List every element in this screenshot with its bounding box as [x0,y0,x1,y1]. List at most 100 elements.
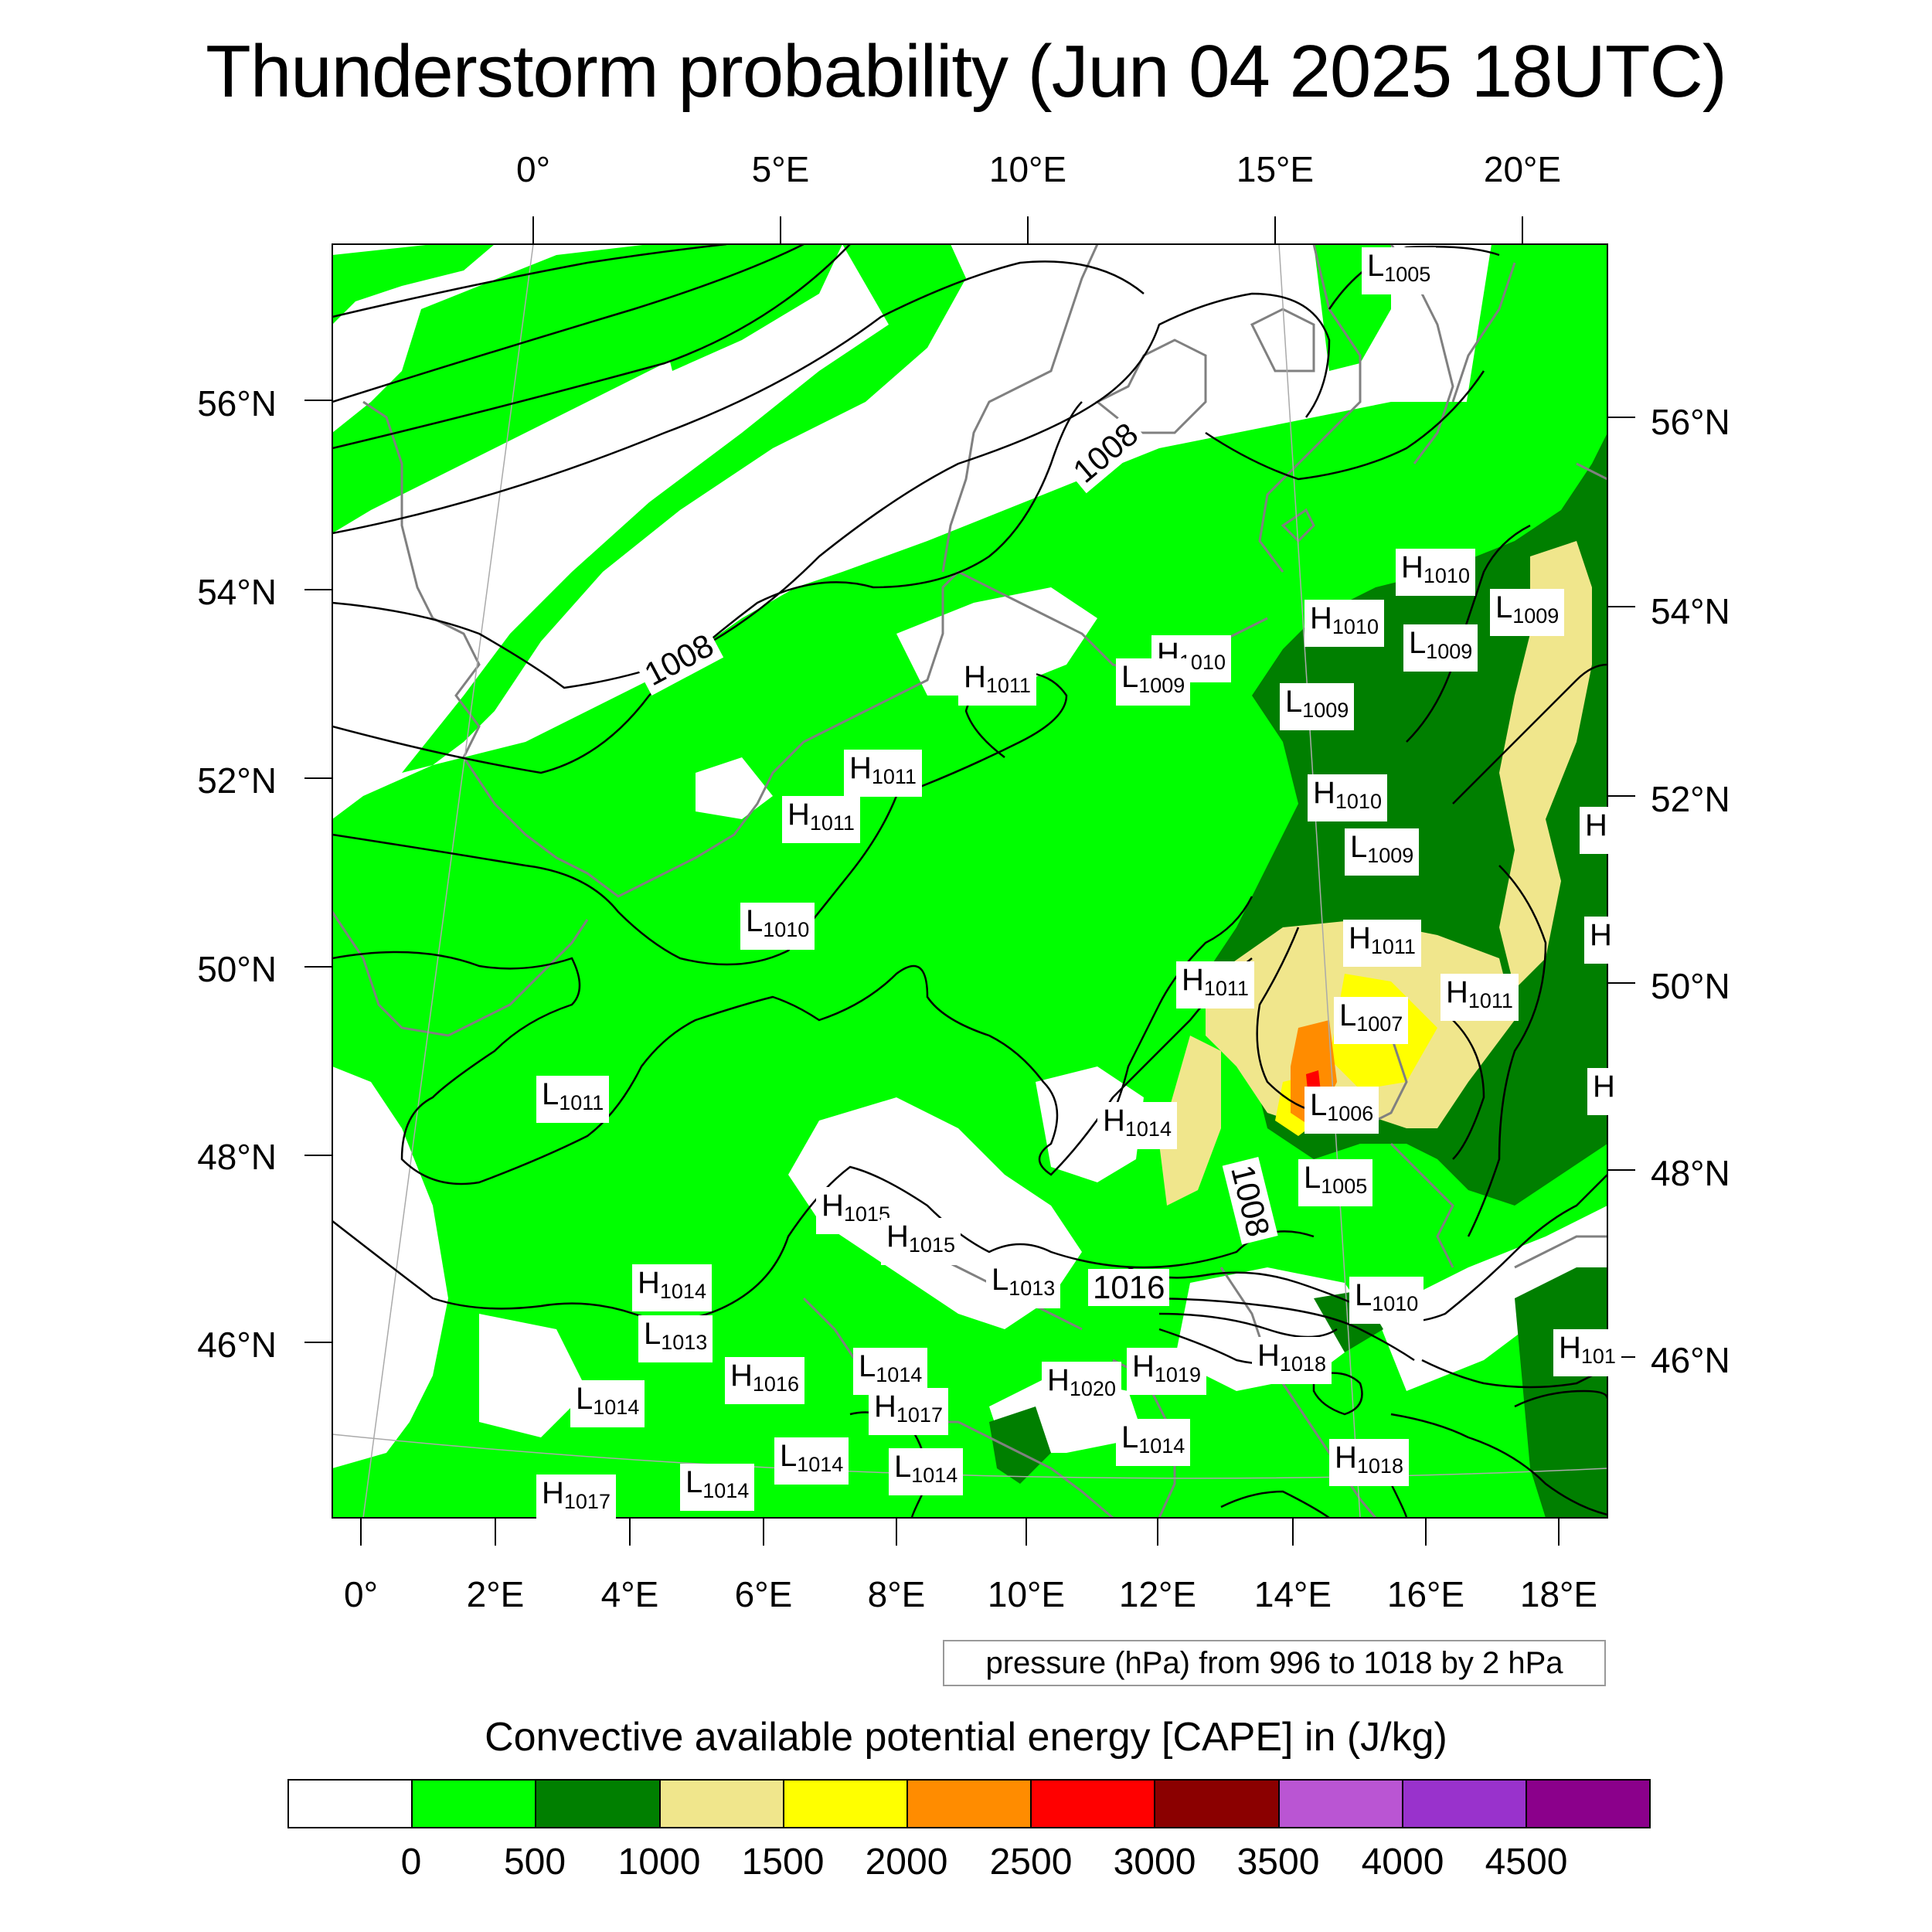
colorbar-tick-label: 1000 [617,1842,701,1883]
colorbar-swatch [1279,1781,1403,1827]
pressure-center-label: H1015 [816,1187,896,1234]
top-lon-label: 0° [516,149,550,189]
colorbar-tick-label: 2000 [865,1842,948,1883]
pressure-center-label: L1009 [1280,683,1355,730]
bottom-lon-label: 8°E [867,1574,926,1614]
map-title: Thunderstorm probability (Jun 04 2025 18… [206,30,1727,113]
pressure-center-label: L1005 [1362,247,1437,294]
bottom-lon-label: 4°E [600,1574,659,1614]
isobar-contour-label: 1016 [1088,1269,1170,1306]
pressure-center-label: H1011 [1343,920,1421,967]
pressure-center-label: L1006 [1304,1087,1379,1134]
graticule [332,244,1607,1518]
pressure-center-label: L1014 [853,1348,928,1395]
pressure-center-label: L1009 [1490,589,1565,636]
top-lon-label: 20°E [1483,149,1562,189]
pressure-center-label: L1014 [680,1464,755,1511]
pressure-center-label: L1014 [774,1437,849,1485]
map-plot-area [332,244,1607,1518]
map-frame [332,243,1608,1519]
right-lat-label: 54°N [1651,591,1730,631]
bottom-lon-label: 6°E [734,1574,793,1614]
left-lat-label: 46°N [197,1325,277,1365]
pressure-center-label: H1010 [1304,600,1384,647]
pressure-center-label: L1014 [1116,1419,1191,1466]
pressure-center-label: L1010 [1349,1277,1424,1324]
colorbar-swatch [289,1781,413,1827]
colorbar-title: Convective available potential energy [C… [485,1715,1447,1760]
colorbar-swatch [1155,1781,1280,1827]
pressure-center-label: H [1584,917,1617,964]
left-lat-label: 52°N [197,760,277,801]
right-lat-label: 52°N [1651,779,1730,819]
pressure-center-label: L1009 [1116,658,1191,706]
colorbar-tick-label: 1500 [741,1842,825,1883]
colorbar-swatch [413,1781,537,1827]
pressure-center-label: L1013 [986,1261,1061,1308]
right-lat-label: 48°N [1651,1153,1730,1193]
pressure-center-label: H1017 [536,1475,616,1522]
colorbar-tick-label: 4500 [1485,1842,1568,1883]
pressure-center-label: H1011 [1440,974,1519,1021]
pressure-center-label: H1016 [725,1357,804,1404]
colorbar-tick-label: 500 [503,1842,566,1883]
pressure-center-label: H1014 [1097,1102,1177,1149]
colorbar-swatch [907,1781,1032,1827]
pressure-center-label: H101 [1553,1329,1621,1376]
colorbar-tick-label: 0 [400,1842,422,1883]
pressure-center-label: L1007 [1334,997,1409,1044]
colorbar-swatch [1526,1781,1650,1827]
bottom-lon-label: 12°E [1118,1574,1197,1614]
colorbar-swatch [660,1781,784,1827]
colorbar-tick-label: 3000 [1113,1842,1196,1883]
pressure-center-label: L1014 [889,1448,964,1495]
pressure-center-label: H1019 [1127,1348,1206,1395]
left-lat-label: 48°N [197,1137,277,1177]
pressure-center-label: H1010 [1396,549,1475,596]
top-lon-label: 5°E [751,149,810,189]
colorbar-swatch [1032,1781,1156,1827]
left-lat-label: 50°N [197,949,277,989]
right-lat-label: 46°N [1651,1340,1730,1380]
bottom-lon-label: 2°E [466,1574,525,1614]
top-lon-label: 15°E [1236,149,1315,189]
pressure-center-label: L1014 [570,1380,645,1427]
colorbar-swatch [784,1781,908,1827]
bottom-lon-label: 16°E [1386,1574,1465,1614]
bottom-lon-label: 14°E [1253,1574,1332,1614]
pressure-center-label: H1017 [869,1388,948,1435]
pressure-center-label: H1011 [958,658,1036,706]
left-lat-label: 54°N [197,572,277,612]
pressure-center-label: H1015 [881,1218,961,1265]
right-lat-label: 50°N [1651,966,1730,1006]
pressure-center-label: L1009 [1345,828,1420,876]
right-lat-label: 56°N [1651,402,1730,442]
left-lat-label: 56°N [197,383,277,423]
pressure-center-label: H1014 [632,1264,712,1311]
pressure-center-label: H1018 [1329,1439,1409,1486]
colorbar [287,1779,1651,1828]
pressure-center-label: H1010 [1308,774,1387,821]
pressure-contour-note: pressure (hPa) from 996 to 1018 by 2 hPa [943,1640,1606,1686]
colorbar-tick-label: 3500 [1236,1842,1320,1883]
pressure-center-label: H1011 [1176,961,1254,1009]
pressure-center-label: H1011 [844,750,922,797]
top-lon-label: 10°E [988,149,1067,189]
pressure-center-label: H1018 [1252,1337,1332,1384]
pressure-center-label: H [1587,1068,1621,1115]
pressure-center-label: H1011 [782,796,860,843]
tick-marks [304,216,1635,1546]
colorbar-swatch [536,1781,661,1827]
colorbar-swatch [1403,1781,1527,1827]
pressure-center-label: L1005 [1298,1159,1373,1206]
bottom-lon-label: 0° [344,1574,378,1614]
bottom-lon-label: 10°E [987,1574,1066,1614]
bottom-lon-label: 18°E [1519,1574,1598,1614]
pressure-center-label: L1009 [1403,624,1478,672]
pressure-center-label: L1010 [740,903,815,950]
colorbar-tick-label: 2500 [989,1842,1073,1883]
colorbar-tick-label: 4000 [1361,1842,1444,1883]
pressure-center-label: L1013 [638,1315,713,1362]
pressure-center-label: H [1580,807,1613,854]
pressure-center-label: L1011 [536,1076,610,1123]
